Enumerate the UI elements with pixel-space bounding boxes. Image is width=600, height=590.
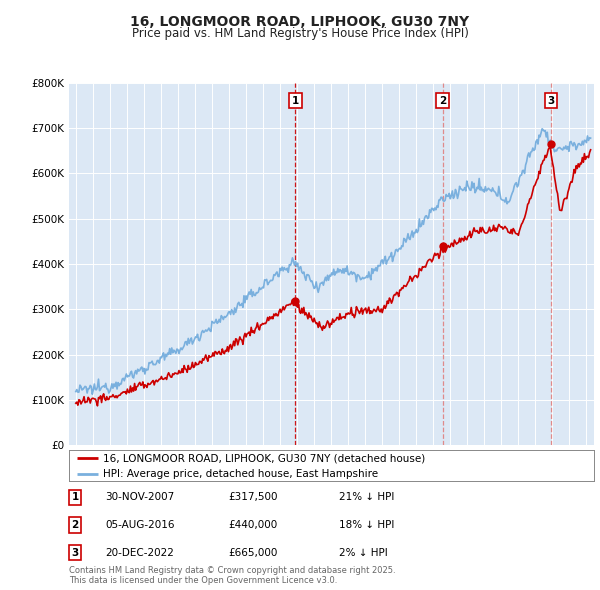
Text: £665,000: £665,000 xyxy=(228,548,277,558)
Text: 1: 1 xyxy=(292,96,299,106)
Text: Contains HM Land Registry data © Crown copyright and database right 2025.
This d: Contains HM Land Registry data © Crown c… xyxy=(69,566,395,585)
Text: 16, LONGMOOR ROAD, LIPHOOK, GU30 7NY (detached house): 16, LONGMOOR ROAD, LIPHOOK, GU30 7NY (de… xyxy=(103,454,425,464)
Text: £317,500: £317,500 xyxy=(228,493,277,502)
Text: 20-DEC-2022: 20-DEC-2022 xyxy=(105,548,174,558)
Text: £440,000: £440,000 xyxy=(228,520,277,530)
Text: 3: 3 xyxy=(547,96,554,106)
Text: 21% ↓ HPI: 21% ↓ HPI xyxy=(339,493,394,502)
Text: 3: 3 xyxy=(71,548,79,558)
Text: 16, LONGMOOR ROAD, LIPHOOK, GU30 7NY: 16, LONGMOOR ROAD, LIPHOOK, GU30 7NY xyxy=(130,15,470,29)
Text: Price paid vs. HM Land Registry's House Price Index (HPI): Price paid vs. HM Land Registry's House … xyxy=(131,27,469,40)
Text: 18% ↓ HPI: 18% ↓ HPI xyxy=(339,520,394,530)
Text: 1: 1 xyxy=(71,493,79,502)
Text: 2: 2 xyxy=(439,96,446,106)
Text: 2: 2 xyxy=(71,520,79,530)
Text: 30-NOV-2007: 30-NOV-2007 xyxy=(105,493,174,502)
Text: HPI: Average price, detached house, East Hampshire: HPI: Average price, detached house, East… xyxy=(103,469,378,479)
Text: 2% ↓ HPI: 2% ↓ HPI xyxy=(339,548,388,558)
Text: 05-AUG-2016: 05-AUG-2016 xyxy=(105,520,175,530)
